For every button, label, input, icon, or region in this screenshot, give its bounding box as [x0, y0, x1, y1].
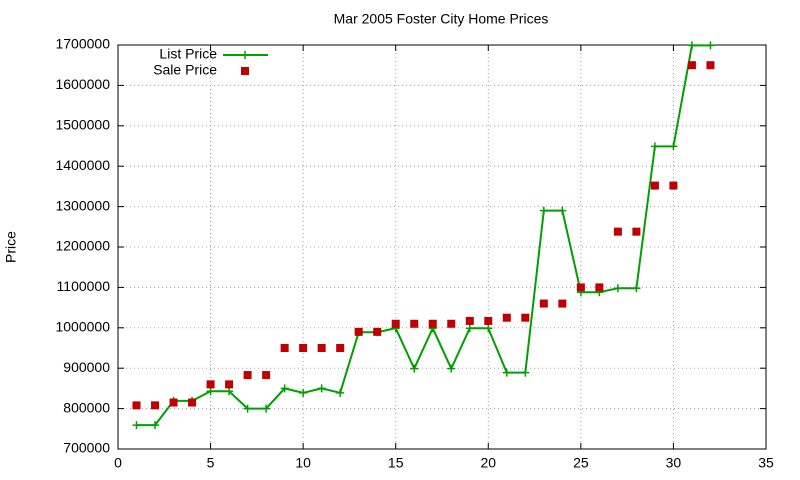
x-tick-label: 5 — [207, 455, 215, 471]
point — [206, 380, 215, 389]
y-tick-label: 1200000 — [55, 238, 110, 254]
point — [132, 401, 141, 410]
point — [502, 368, 511, 377]
y-tick-label: 1500000 — [55, 117, 110, 133]
point — [243, 404, 252, 413]
point — [632, 284, 641, 293]
x-tick-label: 10 — [295, 455, 311, 471]
point — [317, 384, 326, 393]
point — [669, 142, 678, 151]
chart-title: Mar 2005 Foster City Home Prices — [334, 11, 549, 27]
point — [206, 387, 215, 396]
point — [336, 388, 345, 397]
point — [502, 313, 511, 322]
point — [465, 324, 474, 333]
point — [188, 398, 197, 407]
point — [299, 388, 308, 397]
point — [521, 313, 530, 322]
point — [650, 181, 659, 190]
point — [484, 324, 493, 333]
point — [280, 384, 289, 393]
point — [558, 206, 567, 215]
legend-label: List Price — [159, 46, 217, 62]
point — [410, 319, 419, 328]
point — [595, 283, 604, 292]
point — [484, 316, 493, 325]
point — [613, 284, 622, 293]
x-tick-label: 35 — [758, 455, 774, 471]
y-tick-label: 1000000 — [55, 319, 110, 335]
point — [243, 371, 252, 380]
point — [354, 327, 363, 336]
point — [336, 344, 345, 352]
point — [410, 364, 419, 373]
point — [317, 344, 326, 352]
point — [132, 421, 141, 430]
point — [262, 404, 271, 413]
point — [447, 319, 456, 328]
point — [447, 364, 456, 373]
y-tick-label: 700000 — [63, 440, 110, 456]
point — [558, 299, 567, 308]
legend-label: Sale Price — [153, 62, 217, 78]
point — [687, 61, 696, 70]
x-tick-label: 15 — [388, 455, 404, 471]
point — [650, 142, 659, 151]
point — [465, 316, 474, 325]
point — [576, 283, 585, 292]
point — [280, 344, 289, 352]
y-tick-label: 900000 — [63, 359, 110, 375]
point — [151, 401, 160, 410]
point — [613, 227, 622, 236]
point — [632, 227, 641, 236]
point — [262, 371, 271, 380]
plot-frame — [117, 44, 767, 450]
x-tick-label: 20 — [480, 455, 496, 471]
x-tick-label: 30 — [666, 455, 682, 471]
point — [521, 368, 530, 377]
y-tick-label: 1400000 — [55, 157, 110, 173]
point — [169, 398, 178, 407]
point — [539, 299, 548, 308]
point — [373, 327, 382, 336]
point — [391, 319, 400, 328]
point — [151, 421, 160, 430]
y-tick-label: 800000 — [63, 399, 110, 415]
point — [225, 380, 234, 389]
y-tick-label: 1100000 — [57, 278, 111, 294]
point — [706, 61, 715, 70]
point — [225, 387, 234, 396]
point — [539, 206, 548, 215]
point — [428, 319, 437, 328]
legend-marker — [241, 67, 249, 75]
legend-marker — [241, 51, 249, 59]
x-tick-label: 0 — [114, 455, 122, 471]
y-tick-label: 1300000 — [55, 197, 110, 213]
point — [669, 181, 678, 190]
point — [299, 344, 308, 352]
point — [706, 41, 715, 50]
point — [687, 41, 696, 50]
x-tick-label: 25 — [573, 455, 589, 471]
y-axis-label: Price — [3, 231, 19, 263]
y-tick-label: 1700000 — [55, 36, 110, 52]
y-tick-label: 1600000 — [55, 76, 110, 92]
